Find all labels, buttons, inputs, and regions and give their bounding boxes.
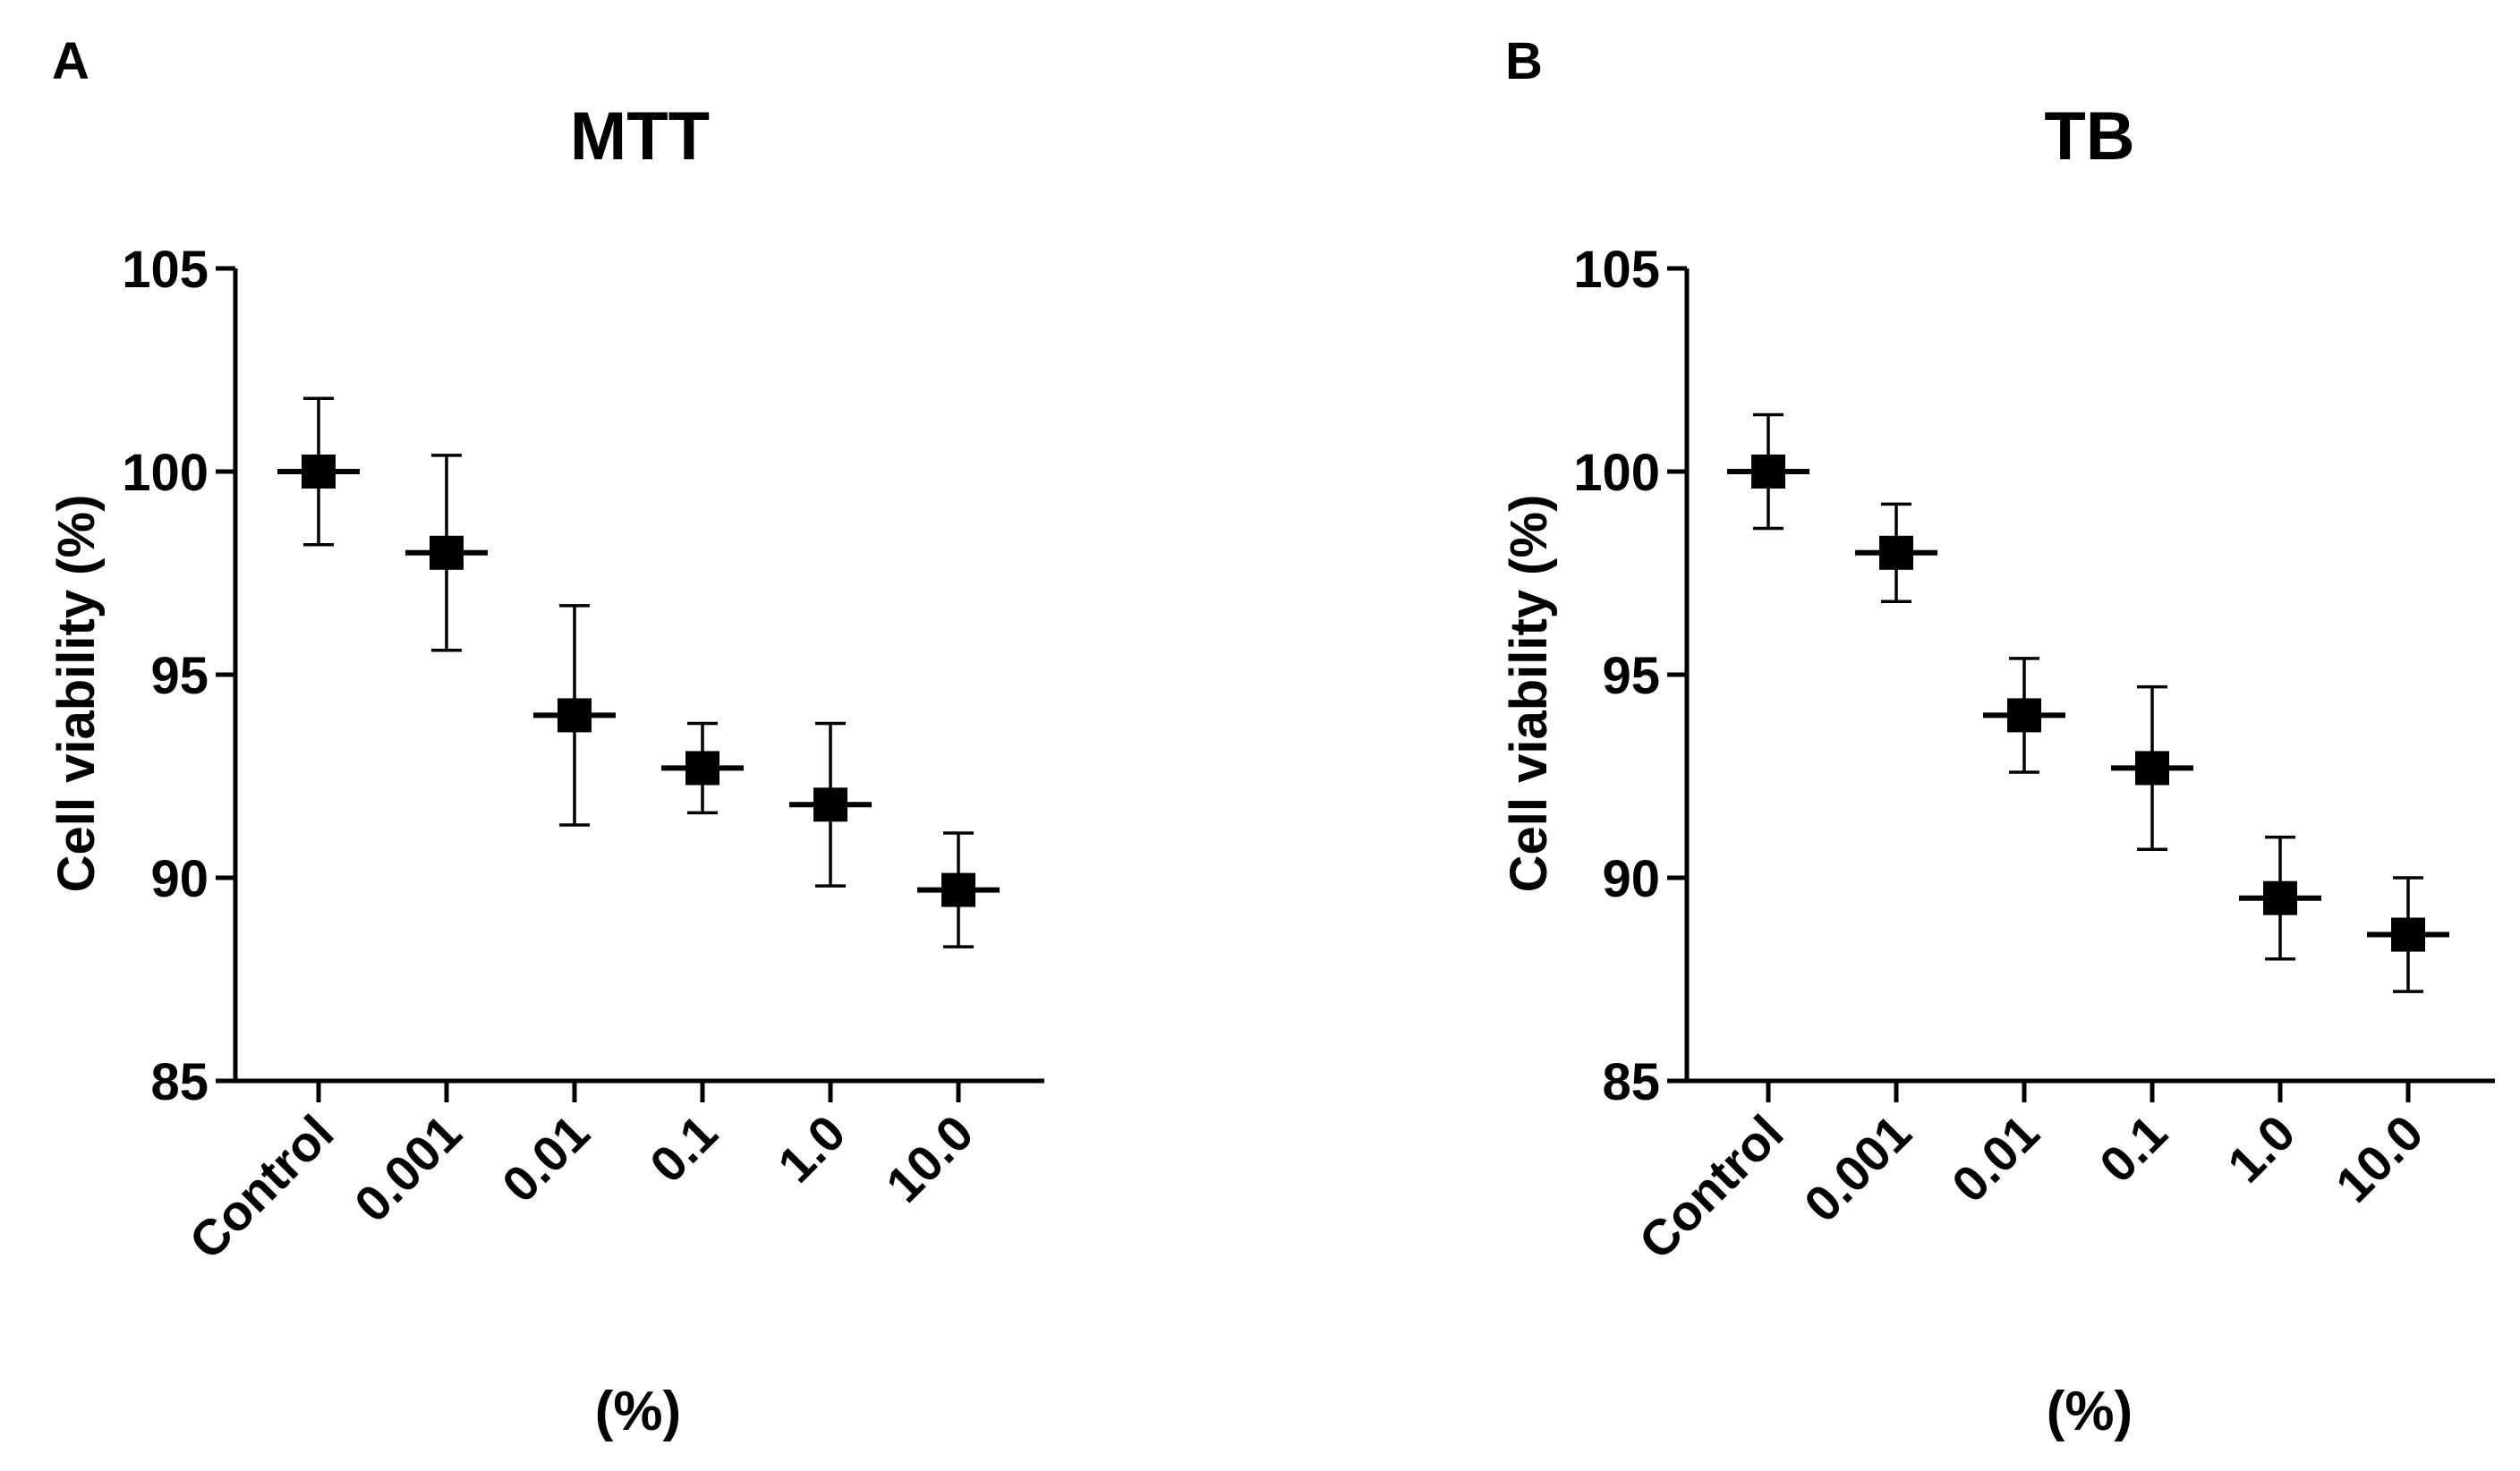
data-point	[1879, 535, 1913, 570]
y-tick-label: 90	[150, 850, 209, 908]
chart-title: TB	[2044, 98, 2134, 174]
x-tick-label: Control	[1628, 1104, 1793, 1270]
panel-b: B TB 85 90 95 100 105 Cell viability (%) Control…	[1500, 32, 2495, 1442]
y-tick-label: 100	[122, 444, 209, 502]
x-axis-title: (%)	[2047, 1381, 2133, 1442]
data-point	[2135, 751, 2169, 786]
x-tick-label: 0.1	[639, 1104, 728, 1194]
x-tick-label: 0.1	[2089, 1104, 2178, 1194]
x-axis-title: (%)	[595, 1381, 681, 1442]
y-axis-title: Cell viability (%)	[1500, 495, 1558, 893]
data-point	[430, 535, 464, 570]
x-tick-label: 0.01	[491, 1104, 600, 1213]
data-point	[2263, 880, 2297, 915]
x-tick-label: 10.0	[2325, 1104, 2434, 1213]
y-tick-label: 100	[1573, 444, 1660, 502]
x-tick-label: 1.0	[2217, 1104, 2306, 1194]
x-tick-label: 1.0	[767, 1104, 856, 1194]
y-tick-label: 85	[1602, 1053, 1660, 1111]
data-point	[558, 698, 592, 733]
panel-label: A	[52, 32, 89, 90]
data-point	[685, 751, 719, 786]
panel-a: A MTT 85 90 95 100 105 Cell viability (%) Contro…	[47, 32, 1044, 1442]
y-axis-title: Cell viability (%)	[47, 495, 106, 893]
data-point	[941, 872, 975, 907]
data-point	[1751, 455, 1785, 489]
data-point	[2007, 698, 2041, 733]
x-tick-label: 0.01	[1941, 1104, 2050, 1213]
x-tick-label: 0.001	[344, 1104, 472, 1233]
data-point	[813, 787, 847, 822]
y-tick-label: 95	[150, 647, 209, 705]
y-tick-label: 95	[1602, 647, 1660, 705]
x-tick-label: 10.0	[875, 1104, 984, 1213]
chart-title: MTT	[570, 98, 710, 174]
y-tick-label: 105	[122, 241, 209, 299]
data-point	[302, 455, 336, 489]
panel-label: B	[1505, 32, 1543, 90]
data-point	[2391, 917, 2425, 952]
x-tick-label: 0.001	[1793, 1104, 1922, 1233]
x-tick-label: Control	[178, 1104, 344, 1270]
y-tick-label: 85	[150, 1053, 209, 1111]
y-tick-label: 90	[1602, 850, 1660, 908]
y-tick-label: 105	[1573, 241, 1660, 299]
